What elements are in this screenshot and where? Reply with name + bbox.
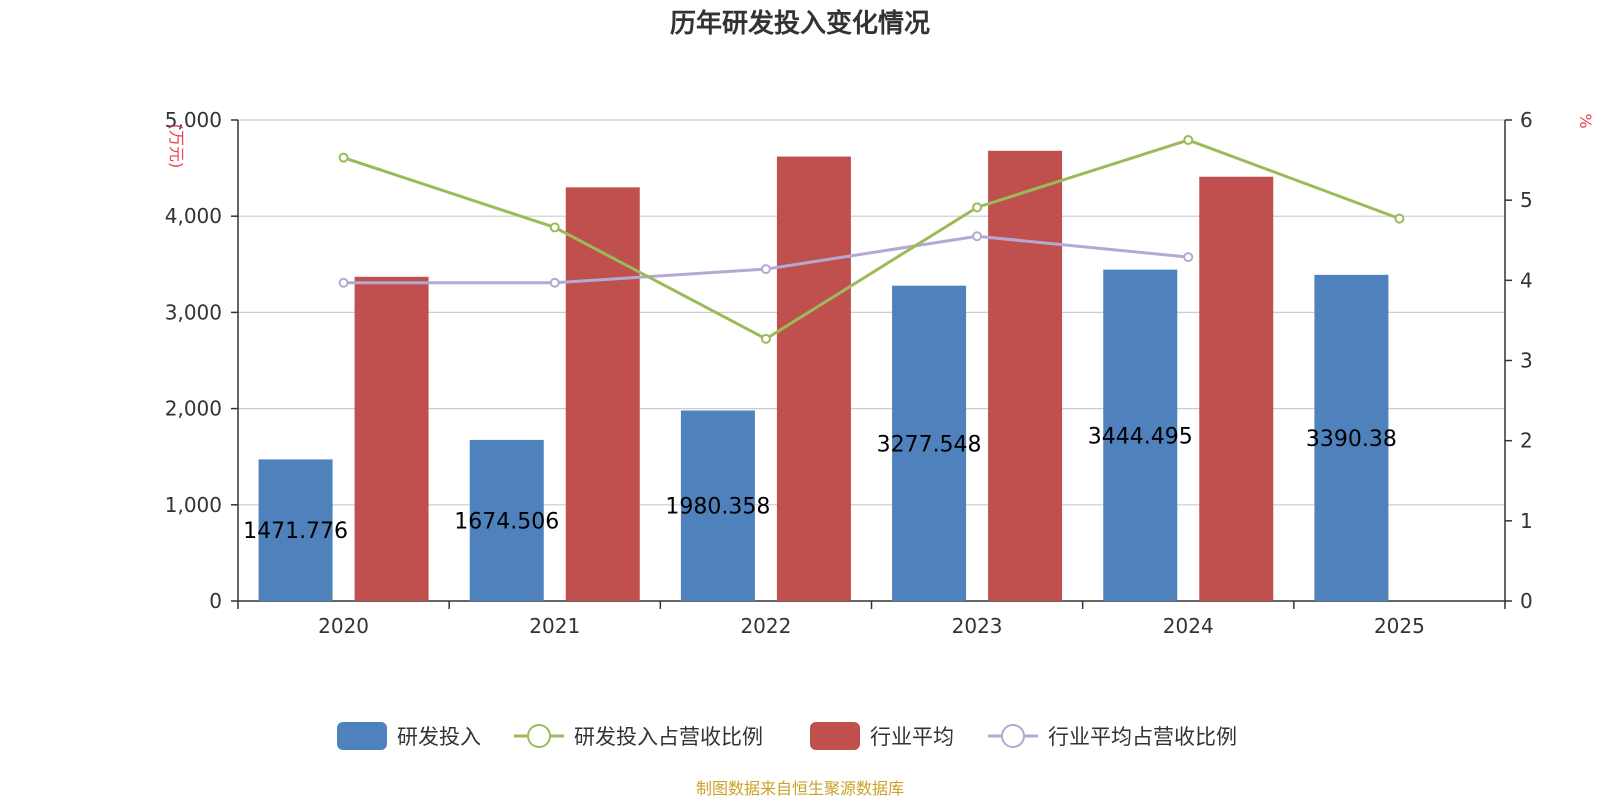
bar-rd: [469, 439, 544, 601]
series-lines: [338, 135, 1405, 344]
line-point: [972, 231, 983, 242]
line-point: [1183, 135, 1194, 146]
y-left-tick-label: 3,000: [165, 300, 222, 324]
y-left-tick-label: 5,000: [165, 108, 222, 132]
bar-rd: [258, 459, 333, 601]
source-note: 制图数据来自恒生聚源数据库: [696, 779, 904, 798]
line-point: [338, 277, 349, 288]
legend-label: 研发投入: [397, 725, 481, 749]
x-tick-label: 2022: [740, 614, 791, 638]
bar-data-label: 1674.506: [454, 509, 559, 534]
legend-label: 行业平均: [870, 725, 954, 749]
legend: 研发投入 研发投入占营收比例 行业平均 行业平均占营收比例: [337, 722, 1237, 750]
line-point: [760, 264, 771, 275]
bar-industry: [1199, 176, 1274, 601]
line-point: [549, 277, 560, 288]
x-tick-label: 2021: [529, 614, 580, 638]
legend-marker: [527, 724, 551, 748]
legend-swatch: [810, 722, 860, 750]
bar-data-label: 3390.38: [1306, 427, 1397, 452]
y-right-tick-label: 1: [1520, 509, 1533, 533]
y-right-tick-label: 3: [1520, 349, 1533, 373]
bar-industry: [776, 156, 851, 601]
line-point: [549, 222, 560, 233]
y-left-tick-label: 2,000: [165, 397, 222, 421]
bar-industry: [565, 187, 640, 601]
y-left-unit-label: (万元): [167, 124, 186, 169]
bar-data-label: 1471.776: [243, 519, 348, 544]
y-right-tick-label: 2: [1520, 429, 1533, 453]
bars: [258, 150, 1389, 601]
y-right-tick-label: 5: [1520, 188, 1533, 212]
line-point: [760, 333, 771, 344]
bar-rd: [1314, 274, 1389, 601]
bar-rd: [680, 410, 755, 601]
y-left-tick-label: 0: [209, 589, 222, 613]
data-labels: 1471.776 1674.506 1980.358 3277.548 3444.495…: [243, 424, 1397, 544]
legend-marker: [1001, 724, 1025, 748]
legend-swatch: [337, 722, 387, 750]
y-left-tick-label: 4,000: [165, 204, 222, 228]
y-right-tick-label: 4: [1520, 268, 1533, 292]
grid-lines: [238, 119, 1505, 506]
line-point: [972, 202, 983, 213]
bar-data-label: 3277.548: [877, 432, 982, 457]
x-tick-label: 2024: [1163, 614, 1214, 638]
y-right-tick-label: 6: [1520, 108, 1533, 132]
chart-title: 历年研发投入变化情况: [670, 8, 930, 39]
y-right-unit-label: %: [1576, 113, 1595, 128]
axes: 0 1,000 2,000 3,000 4,000 5,000 0 1 2 3 4 5 6 2020 202…: [165, 108, 1533, 638]
bar-industry: [988, 150, 1063, 601]
y-right-tick-label: 0: [1520, 589, 1533, 613]
x-tick-label: 2020: [318, 614, 369, 638]
bar-data-label: 3444.495: [1088, 424, 1193, 449]
x-tick-label: 2023: [952, 614, 1003, 638]
x-tick-label: 2025: [1374, 614, 1425, 638]
line-point: [1183, 252, 1194, 263]
legend-label: 行业平均占营收比例: [1048, 725, 1237, 749]
legend-label: 研发投入占营收比例: [574, 725, 763, 749]
bar-industry: [354, 276, 429, 601]
bar-rd: [1103, 269, 1178, 601]
line-point: [1394, 213, 1405, 224]
y-left-tick-label: 1,000: [165, 493, 222, 517]
line-series: [343, 138, 1400, 341]
bar-data-label: 1980.358: [665, 495, 770, 520]
line-point: [338, 152, 349, 163]
bar-rd: [892, 285, 967, 601]
